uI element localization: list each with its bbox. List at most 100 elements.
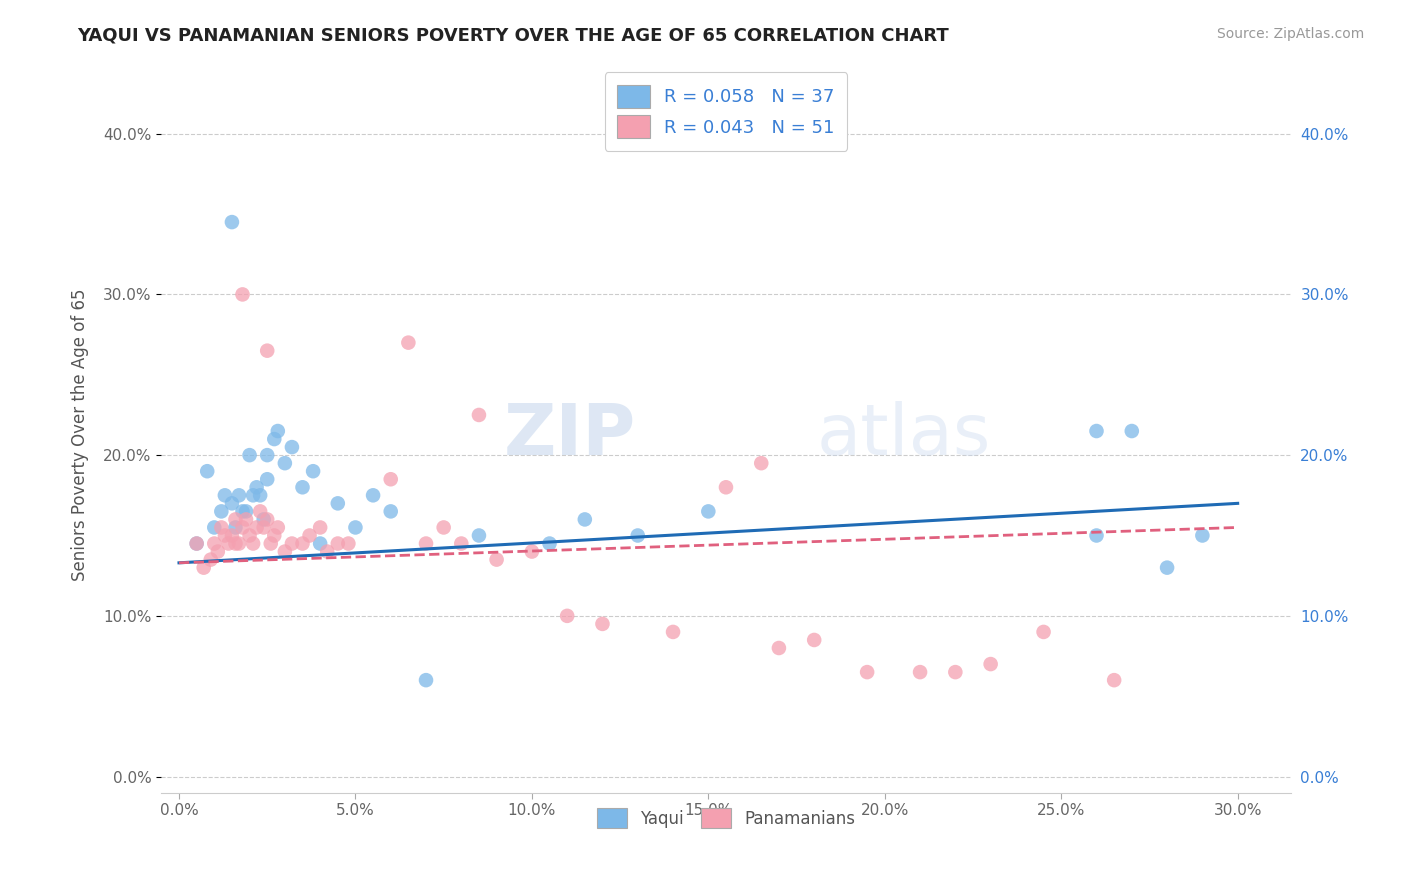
Y-axis label: Seniors Poverty Over the Age of 65: Seniors Poverty Over the Age of 65 [72, 289, 89, 582]
Point [239, 448, 262, 462]
Point [231, 504, 253, 518]
Point [207, 544, 229, 558]
Point [202, 520, 225, 534]
Point [380, 472, 402, 486]
Point [1085, 424, 1108, 438]
Point [246, 480, 269, 494]
Point [281, 536, 304, 550]
Point [415, 536, 437, 550]
Point [263, 528, 285, 542]
Point [555, 608, 578, 623]
Point [943, 665, 966, 679]
Point [662, 624, 685, 639]
Point [520, 544, 543, 558]
Point [246, 520, 269, 534]
Point [749, 456, 772, 470]
Point [231, 287, 253, 301]
Point [980, 657, 1002, 671]
Point [267, 520, 290, 534]
Point [326, 536, 349, 550]
Point [344, 520, 367, 534]
Point [396, 335, 419, 350]
Point [249, 504, 271, 518]
Point [231, 520, 253, 534]
Point [574, 512, 596, 526]
Point [309, 520, 332, 534]
Point [253, 520, 276, 534]
Point [228, 488, 250, 502]
Point [274, 456, 297, 470]
Point [221, 528, 243, 542]
Point [591, 616, 613, 631]
Point [326, 496, 349, 510]
Point [260, 536, 283, 550]
Point [186, 536, 208, 550]
Point [309, 536, 332, 550]
Point [186, 536, 208, 550]
Point [224, 512, 246, 526]
Point [697, 504, 720, 518]
Point [415, 673, 437, 687]
Point [281, 440, 304, 454]
Text: YAQUI VS PANAMANIAN SENIORS POVERTY OVER THE AGE OF 65 CORRELATION CHART: YAQUI VS PANAMANIAN SENIORS POVERTY OVER… [77, 27, 949, 45]
Point [380, 504, 402, 518]
Point [202, 536, 225, 550]
Point [242, 536, 264, 550]
Point [433, 520, 456, 534]
Point [274, 544, 297, 558]
Point [209, 504, 232, 518]
Point [235, 504, 257, 518]
Point [485, 552, 508, 566]
Point [193, 560, 215, 574]
Point [242, 488, 264, 502]
Point [224, 536, 246, 550]
Point [256, 472, 278, 486]
Point [267, 424, 290, 438]
Point [908, 665, 931, 679]
Point [627, 528, 650, 542]
Point [224, 520, 246, 534]
Point [291, 536, 314, 550]
Point [235, 512, 257, 526]
Point [1032, 624, 1054, 639]
Point [228, 536, 250, 550]
Point [298, 528, 321, 542]
Point [217, 536, 239, 550]
Point [1102, 673, 1125, 687]
Text: atlas: atlas [817, 401, 991, 469]
Point [803, 632, 825, 647]
Point [1191, 528, 1213, 542]
Point [200, 552, 222, 566]
Point [209, 520, 232, 534]
Point [538, 536, 561, 550]
Point [195, 464, 218, 478]
Point [468, 408, 491, 422]
Point [221, 215, 243, 229]
Point [316, 544, 339, 558]
Point [856, 665, 879, 679]
Point [302, 464, 325, 478]
Point [1121, 424, 1143, 438]
Point [221, 496, 243, 510]
Point [361, 488, 384, 502]
Point [337, 536, 360, 550]
Legend: Yaqui, Panamanians: Yaqui, Panamanians [591, 802, 862, 834]
Point [468, 528, 491, 542]
Point [1156, 560, 1178, 574]
Point [714, 480, 737, 494]
Text: Source: ZipAtlas.com: Source: ZipAtlas.com [1216, 27, 1364, 41]
Point [256, 343, 278, 358]
Point [214, 528, 236, 542]
Point [768, 640, 790, 655]
Point [1085, 528, 1108, 542]
Point [450, 536, 472, 550]
Point [239, 528, 262, 542]
Point [253, 512, 276, 526]
Point [291, 480, 314, 494]
Point [263, 432, 285, 446]
Point [256, 512, 278, 526]
Text: ZIP: ZIP [503, 401, 636, 469]
Point [256, 448, 278, 462]
Point [249, 488, 271, 502]
Point [214, 488, 236, 502]
